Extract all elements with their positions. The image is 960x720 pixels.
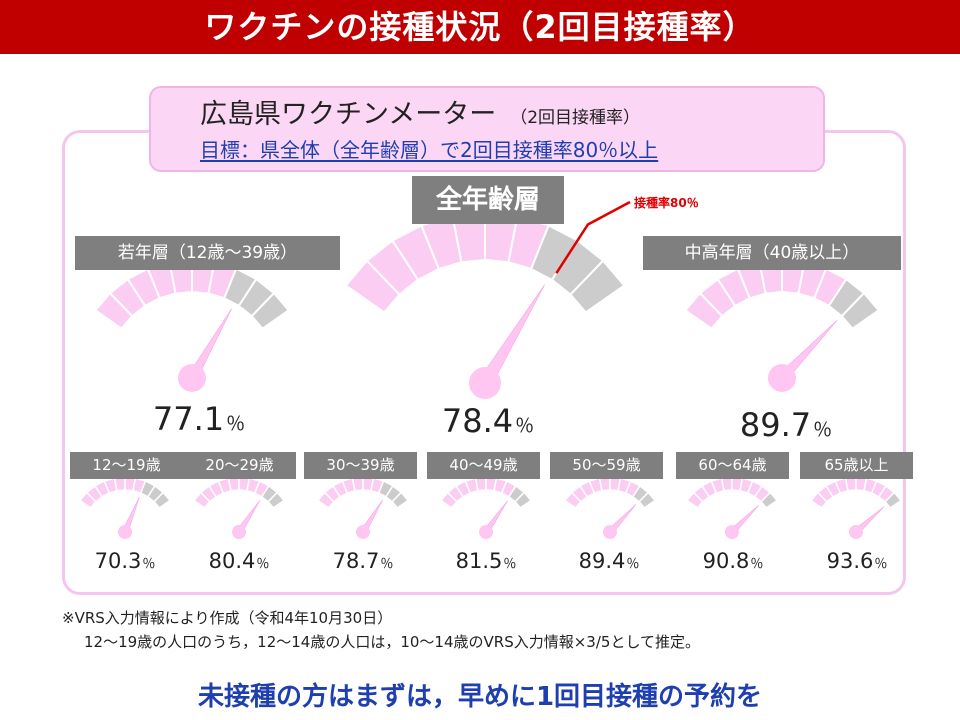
pct-unit: ％: [256, 557, 270, 572]
pct-unit: ％: [626, 557, 640, 572]
young-segment-10: [250, 291, 291, 331]
pct-unit: ％: [750, 557, 764, 572]
age-40-49-segment-5: [474, 476, 487, 492]
note-line-1: ※VRS入力情報により作成（令和4年10月30日）: [62, 609, 393, 627]
badge-40-49: 40～49歳: [427, 452, 540, 479]
age-65-plus-hub: [849, 525, 863, 539]
pct-value: 80.4: [208, 549, 256, 573]
pct-unit: ％: [142, 557, 156, 572]
pct-value: 81.5: [455, 549, 503, 573]
age-50-59-segment-10: [638, 491, 657, 509]
middle-older-gauge: [683, 258, 881, 392]
age-30-39-gauge: [316, 476, 410, 539]
pct-value: 78.4: [441, 402, 514, 440]
banner-title: ワクチンの接種状況（2回目接種率）: [204, 8, 756, 46]
badge-all-ages: 全年齢層: [412, 176, 564, 224]
age-20-29-hub: [232, 525, 246, 539]
pct-value: 89.4: [578, 549, 626, 573]
age-20-29-gauge: [192, 476, 286, 539]
age-20-29-segment-5: [227, 476, 240, 492]
age-65-plus-gauge: [809, 476, 903, 539]
pct-60-64: 90.8％: [673, 549, 793, 573]
age-50-59-segment-5: [598, 476, 611, 492]
meter-title: 広島県ワクチンメーター （2回目接種率）: [200, 92, 640, 131]
meter-title-box: [149, 86, 825, 172]
pct-value: 77.1: [152, 400, 225, 438]
age-30-39-hub: [356, 525, 370, 539]
badge-middle-older: 中高年層（40歳以上）: [643, 236, 901, 270]
age-30-39-segment-10: [391, 491, 410, 509]
middle-older-hub: [768, 364, 796, 392]
source-notes: ※VRS入力情報により作成（令和4年10月30日） 12～19歳の人口のうち，1…: [62, 606, 700, 654]
age-12-19-segment-10: [153, 491, 172, 509]
footer-message: 未接種の方はまずは，早めに1回目接種の予約を: [197, 682, 763, 712]
age-40-49-segment-10: [514, 491, 533, 509]
all-ages-hub: [469, 367, 501, 399]
young-hub: [178, 364, 206, 392]
age-40-49-hub: [479, 525, 493, 539]
target-marker-label: 接種率80％: [634, 196, 699, 210]
pct-unit: ％: [813, 419, 833, 441]
age-50-59-gauge: [563, 476, 657, 539]
pct-unit: ％: [226, 413, 246, 435]
meter-title-sub: （2回目接種率）: [510, 108, 641, 128]
pct-value: 90.8: [702, 549, 750, 573]
age-20-29-segment-10: [267, 491, 286, 509]
badge-30-39: 30～39歳: [304, 452, 417, 479]
all-ages-gauge: [344, 211, 626, 399]
pct-middle-older: 89.7 ％: [706, 406, 866, 444]
pct-20-29: 80.4％: [179, 549, 299, 573]
pct-50-59: 89.4％: [549, 549, 669, 573]
pct-unit: ％: [515, 415, 535, 437]
pct-unit: ％: [874, 557, 888, 572]
pct-unit: ％: [503, 557, 517, 572]
age-60-64-segment-10: [760, 491, 779, 509]
pct-value: 78.7: [332, 549, 380, 573]
young-gauge: [93, 258, 291, 392]
badge-20-29: 20～29歳: [183, 452, 296, 479]
meter-title-text: 広島県ワクチンメーター: [200, 99, 497, 130]
pct-30-39: 78.7％: [303, 549, 423, 573]
pct-value: 89.7: [739, 406, 812, 444]
pct-value: 93.6: [826, 549, 874, 573]
target-statement: 目標：県全体（全年齢層）で2回目接種率80％以上: [200, 138, 659, 162]
age-65-plus-segment-5: [844, 476, 857, 492]
age-60-64-gauge: [685, 476, 779, 539]
badge-60-64: 60～64歳: [676, 452, 789, 479]
age-60-64-segment-5: [720, 476, 733, 492]
pct-value: 70.3: [94, 549, 142, 573]
age-50-59-hub: [603, 525, 617, 539]
title-banner: [0, 0, 960, 54]
badge-65-plus: 65歳以上: [800, 452, 913, 479]
age-65-plus-segment-10: [884, 491, 903, 509]
pct-12-19: 70.3％: [65, 549, 185, 573]
note-line-2: 12～19歳の人口のうち，12～14歳の人口は，10～14歳のVRS入力情報×3…: [84, 633, 700, 651]
age-12-19-hub: [118, 525, 132, 539]
target-marker-line: [555, 200, 631, 274]
pct-all-ages: 78.4 ％: [408, 402, 568, 440]
pct-40-49: 81.5％: [426, 549, 546, 573]
badge-young: 若年層（12歳～39歳）: [75, 236, 340, 270]
age-12-19-segment-5: [113, 476, 126, 492]
badge-12-19: 12～19歳: [70, 452, 183, 479]
badge-50-59: 50～59歳: [550, 452, 663, 479]
all-ages-segment-10: [569, 259, 626, 314]
age-30-39-segment-5: [351, 476, 364, 492]
middle-older-segment-10: [840, 291, 881, 331]
pct-young: 77.1 ％: [119, 400, 279, 438]
age-40-49-gauge: [439, 476, 533, 539]
age-60-64-hub: [725, 525, 739, 539]
pct-unit: ％: [380, 557, 394, 572]
age-12-19-gauge: [78, 476, 172, 539]
pct-65-plus: 93.6％: [797, 549, 917, 573]
